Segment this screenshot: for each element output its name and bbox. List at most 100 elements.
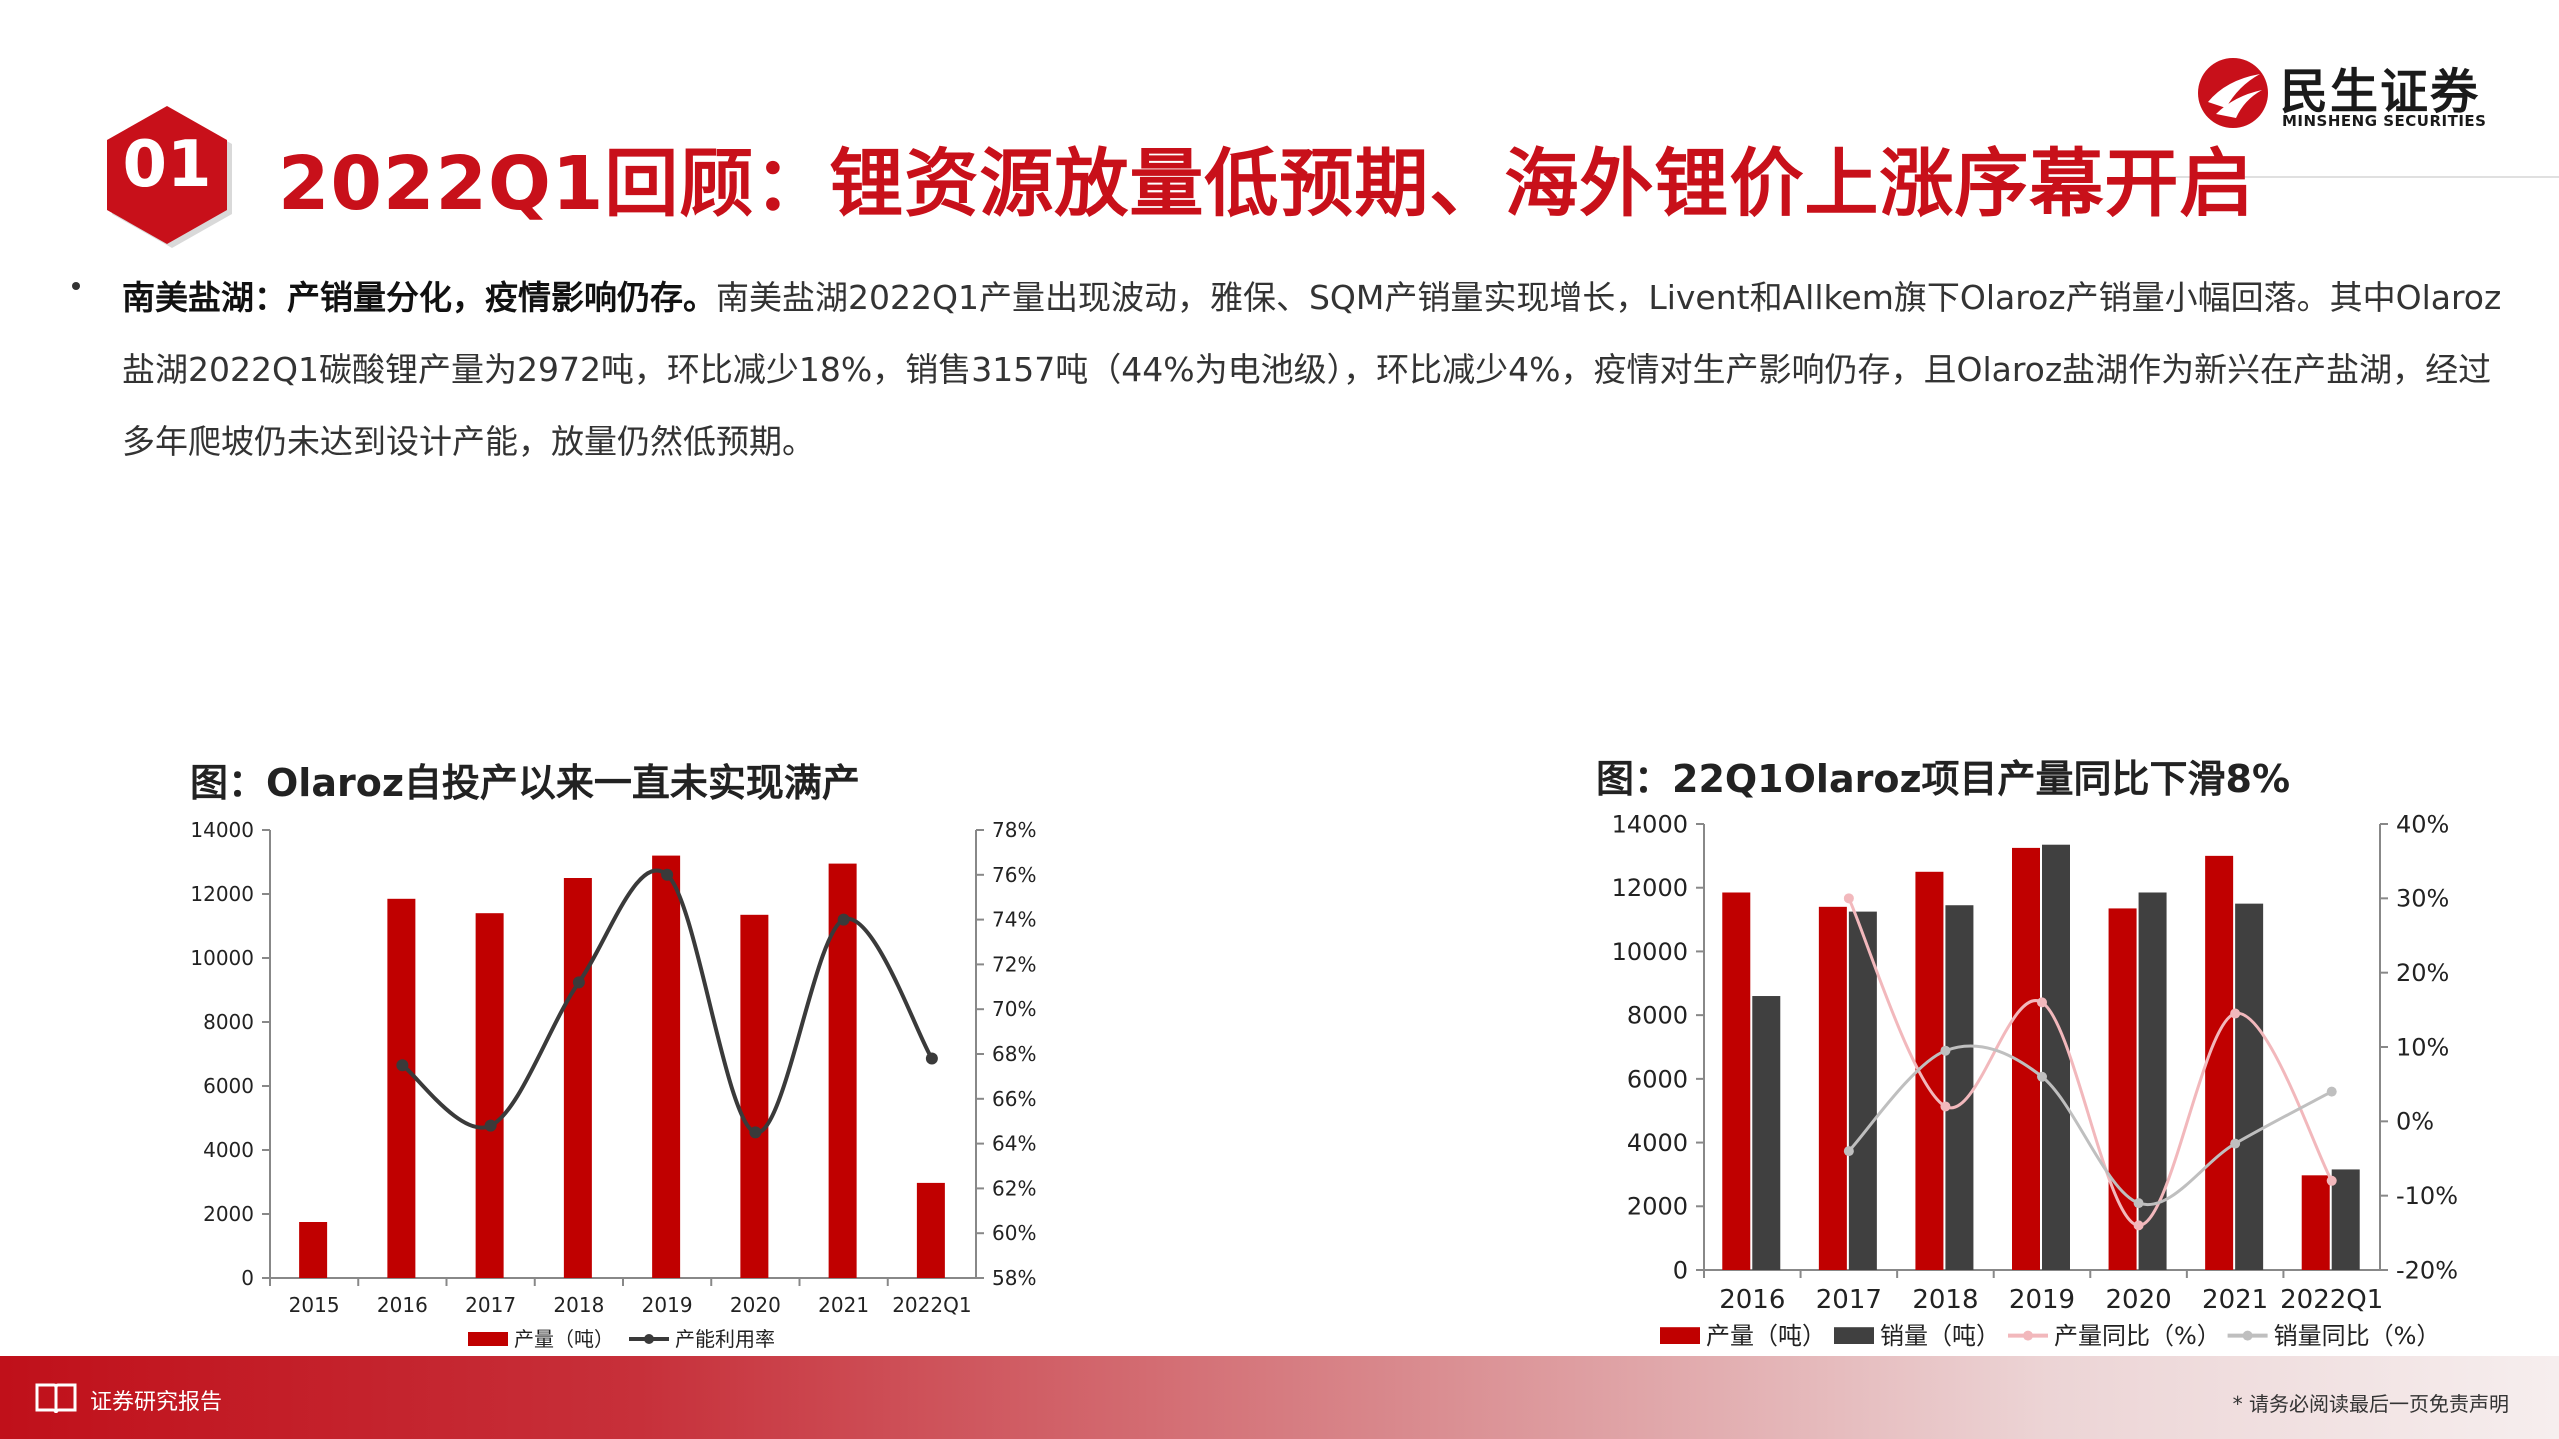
chart1-y-tick-label: 0 [241,1266,254,1290]
chart1-x-tick-label: 2015 [289,1293,340,1317]
chart2-legend-swatch [1660,1327,1700,1344]
chart2-bar [1945,905,1974,1270]
chart2-line-point [2133,1220,2144,1231]
chart1-bar [740,914,769,1278]
chart1-y-tick-label: 4000 [203,1138,254,1162]
brand-logo: 民生证券 MINSHENG SECURITIES [2196,50,2486,140]
chart1-bar [387,898,416,1278]
chart2-line-point [1843,893,1854,904]
chart2-bar [2108,908,2137,1270]
minsheng-logo-icon [2198,58,2268,128]
chart1-x-tick-label: 2016 [377,1293,428,1317]
chart2-y2-tick-label: -20% [2396,1256,2458,1284]
chart2-bar [2205,855,2234,1270]
page-title: 2022Q1回顾：锂资源放量低预期、海外锂价上涨序幕开启 [278,141,2255,227]
chart2-line-point [1843,1146,1854,1157]
chart1-x-tick-label: 2019 [642,1293,693,1317]
chart1-y2-tick-label: 78% [992,818,1036,842]
chart2-series-line [1847,897,2334,1227]
chart2-x-tick-label: 2016 [1719,1285,1785,1315]
chart2-y2-tick-label: 40% [2396,810,2449,838]
chart2-y-tick-label: 6000 [1627,1065,1688,1093]
chart1-title: 图：Olaroz自投产以来一直未实现满产 [190,761,860,805]
chart2-bar [2301,1175,2330,1270]
chart1-x-tick-label: 2021 [818,1293,869,1317]
chart2-line-point [2037,997,2047,1008]
chart2-bar [1752,996,1781,1270]
chart1-bar [563,878,592,1278]
chart1-line-point [572,976,585,989]
chart2-bar [2235,903,2264,1270]
chart1-legend-label: 产能利用率 [675,1327,775,1351]
footer-disclaimer: * 请务必阅读最后一页免责声明 [2232,1392,2509,1416]
chart1-y-tick-label: 10000 [190,946,254,970]
chart2-line-point [2230,1138,2241,1149]
chart2-y-tick-label: 0 [1673,1256,1688,1284]
chart1-line-point [396,1059,409,1072]
chart2-bar [1848,911,1877,1270]
chart1-y-tick-label: 14000 [190,818,254,842]
bullet-dot [72,282,80,290]
chart1-y-tick-label: 8000 [203,1010,254,1034]
chart1-bar [652,855,681,1278]
footer-report-label: 证券研究报告 [90,1390,223,1415]
chart2-line-point [2133,1198,2144,1209]
chart2-legend-label: 销量（吨） [1880,1322,2000,1350]
chart2-y-tick-label: 8000 [1627,1002,1688,1030]
chart2-line-point [1940,1101,1951,1112]
chart1-y-tick-label: 12000 [190,882,254,906]
section-number-badge [107,106,232,248]
chart2-legend-label: 产量（吨） [1706,1322,1826,1350]
bullet-paragraph: 南美盐湖：产销量分化，疫情影响仍存。南美盐湖2022Q1产量出现波动，雅保、SQ… [122,262,2502,478]
chart2-x-tick-label: 2021 [2202,1285,2268,1315]
chart1-line-point [925,1052,938,1065]
chart2-x-tick-label: 2017 [1816,1285,1882,1315]
chart2-y-tick-label: 4000 [1627,1129,1688,1157]
chart2-x-tick-label: 2022Q1 [2280,1285,2383,1315]
chart2-title: 图：22Q1Olaroz项目产量同比下滑8% [1596,757,2291,801]
chart2-bar [1818,906,1847,1270]
chart2-x-tick-label: 2019 [2009,1285,2075,1315]
footer-bar [0,1356,2559,1439]
chart1-legend-marker [644,1334,654,1344]
chart2-legend-marker [2242,1330,2253,1341]
chart1-y2-tick-label: 62% [992,1176,1036,1200]
chart2-x-tick-label: 2018 [1912,1285,1978,1315]
chart1-y2-tick-label: 64% [992,1132,1036,1156]
chart2-y2-tick-label: -10% [2396,1182,2458,1210]
chart2-bar [2331,1169,2360,1270]
chart2-y2-tick-label: 20% [2396,959,2449,987]
chart2-x-tick-label: 2020 [2105,1285,2171,1315]
chart2-line-point [1940,1045,1951,1056]
chart2-y2-tick-label: 30% [2396,885,2449,913]
chart2-bar [2138,892,2167,1270]
chart1-y2-tick-label: 74% [992,908,1036,932]
chart1-line-point [484,1119,497,1132]
section-number: 01 [122,128,212,202]
chart1-x-tick-label: 2017 [465,1293,516,1317]
chart2-y2-tick-label: 0% [2396,1108,2434,1136]
chart2-bar [2042,844,2070,1270]
chart2-legend-swatch [1834,1327,1874,1344]
brand-name-cn: 民生证券 [2280,64,2481,120]
chart2-legend-label: 销量同比（%） [2274,1322,2441,1350]
brand-name-en: MINSHENG SECURITIES [2282,112,2487,130]
chart1-y2-tick-label: 68% [992,1042,1036,1066]
chart2-y-tick-label: 10000 [1612,938,1688,966]
bullet-lead: 南美盐湖：产销量分化，疫情影响仍存。 [122,278,716,317]
header-divider [2150,176,2559,178]
chart1-x-tick-label: 2022Q1 [892,1293,971,1317]
chart1-bar [475,913,504,1278]
chart1-legend-label: 产量（吨） [514,1327,614,1351]
chart1-y2-tick-label: 58% [992,1266,1036,1290]
chart1-y-tick-label: 2000 [203,1202,254,1226]
chart2-line-point [2230,1008,2241,1019]
chart1-bar [828,863,857,1278]
chart2-legend-label: 产量同比（%） [2054,1322,2221,1350]
chart1-y2-tick-label: 66% [992,1087,1036,1111]
chart1-y2-tick-label: 72% [992,952,1036,976]
bullet-body: 南美盐湖2022Q1产量出现波动，雅保、SQM产销量实现增长，Livent和Al… [122,278,2502,461]
chart2-y-tick-label: 14000 [1612,810,1688,838]
chart2-line-point [2326,1086,2337,1097]
chart2-line-point [2326,1175,2337,1186]
